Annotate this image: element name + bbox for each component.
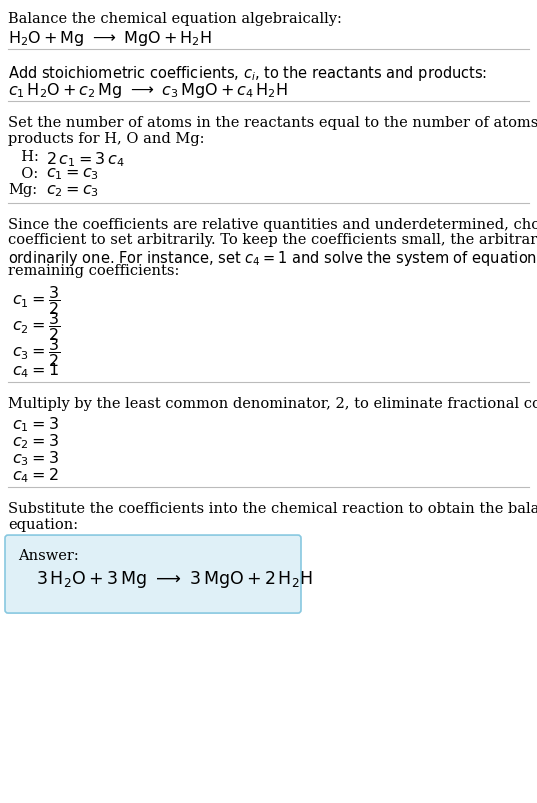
Text: Mg:: Mg: <box>8 183 37 197</box>
Text: remaining coefficients:: remaining coefficients: <box>8 263 179 278</box>
Text: Set the number of atoms in the reactants equal to the number of atoms in the: Set the number of atoms in the reactants… <box>8 116 537 130</box>
Text: $c_3 = 3$: $c_3 = 3$ <box>12 449 59 467</box>
Text: Balance the chemical equation algebraically:: Balance the chemical equation algebraica… <box>8 12 342 26</box>
Text: equation:: equation: <box>8 517 78 531</box>
Text: coefficient to set arbitrarily. To keep the coefficients small, the arbitrary va: coefficient to set arbitrarily. To keep … <box>8 233 537 247</box>
Text: $\mathrm{H_2O + Mg}\ \longrightarrow\ \mathrm{MgO + H_2H}$: $\mathrm{H_2O + Mg}\ \longrightarrow\ \m… <box>8 29 212 47</box>
Text: Add stoichiometric coefficients, $c_i$, to the reactants and products:: Add stoichiometric coefficients, $c_i$, … <box>8 63 487 83</box>
Text: $c_1 = c_3$: $c_1 = c_3$ <box>46 166 99 182</box>
Text: O:: O: <box>12 166 38 181</box>
Text: $3\,\mathrm{H_2O} + 3\,\mathrm{Mg}\ \longrightarrow\ 3\,\mathrm{MgO} + 2\,\mathr: $3\,\mathrm{H_2O} + 3\,\mathrm{Mg}\ \lon… <box>36 569 313 589</box>
Text: $c_2 = 3$: $c_2 = 3$ <box>12 432 59 450</box>
Text: Answer:: Answer: <box>18 548 79 562</box>
Text: Substitute the coefficients into the chemical reaction to obtain the balanced: Substitute the coefficients into the che… <box>8 501 537 516</box>
Text: $c_1 = 3$: $c_1 = 3$ <box>12 415 59 434</box>
Text: $c_1\,\mathrm{H_2O} + c_2\,\mathrm{Mg}\ \longrightarrow\ c_3\,\mathrm{MgO} + c_4: $c_1\,\mathrm{H_2O} + c_2\,\mathrm{Mg}\ … <box>8 81 288 100</box>
FancyBboxPatch shape <box>5 536 301 613</box>
Text: $c_2 = \dfrac{3}{2}$: $c_2 = \dfrac{3}{2}$ <box>12 309 60 342</box>
Text: $c_1 = \dfrac{3}{2}$: $c_1 = \dfrac{3}{2}$ <box>12 283 60 316</box>
Text: $c_4 = 2$: $c_4 = 2$ <box>12 466 59 485</box>
Text: Multiply by the least common denominator, 2, to eliminate fractional coefficient: Multiply by the least common denominator… <box>8 397 537 410</box>
Text: H:: H: <box>12 150 39 164</box>
Text: Since the coefficients are relative quantities and underdetermined, choose a: Since the coefficients are relative quan… <box>8 218 537 231</box>
Text: $c_4 = 1$: $c_4 = 1$ <box>12 361 59 380</box>
Text: $c_2 = c_3$: $c_2 = c_3$ <box>46 183 99 198</box>
Text: products for H, O and Mg:: products for H, O and Mg: <box>8 132 205 145</box>
Text: ordinarily one. For instance, set $c_4 = 1$ and solve the system of equations fo: ordinarily one. For instance, set $c_4 =… <box>8 248 537 267</box>
Text: $2\,c_1 = 3\,c_4$: $2\,c_1 = 3\,c_4$ <box>46 150 125 169</box>
Text: $c_3 = \dfrac{3}{2}$: $c_3 = \dfrac{3}{2}$ <box>12 335 60 368</box>
